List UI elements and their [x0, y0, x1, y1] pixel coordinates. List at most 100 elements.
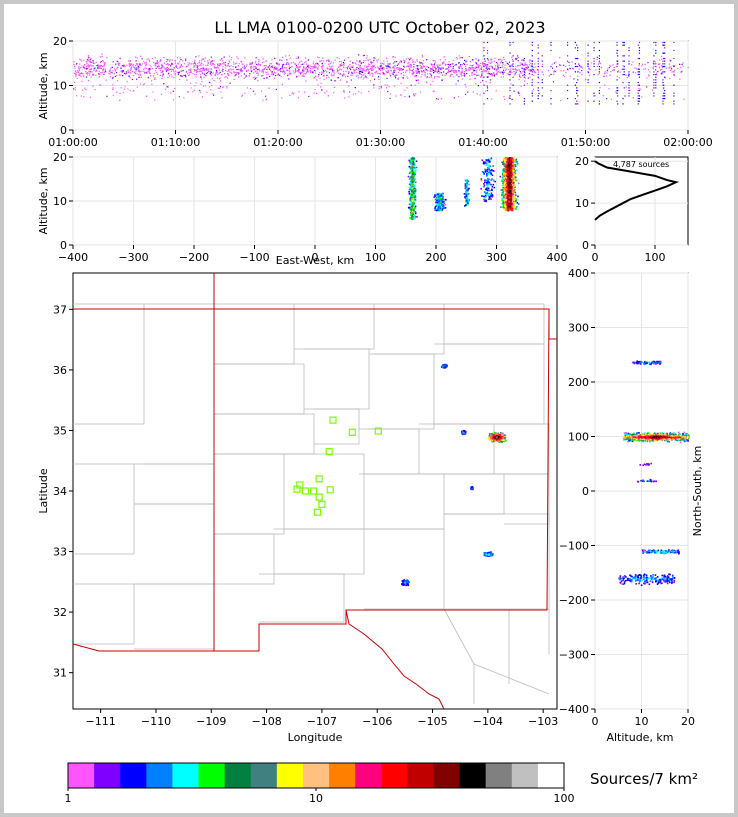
- time-height-point: [166, 66, 168, 69]
- time-height-point: [421, 67, 423, 69]
- time-height-point: [460, 75, 463, 77]
- time-height-point: [128, 65, 131, 67]
- time-height-point: [343, 67, 345, 69]
- time-height-point: [136, 63, 138, 66]
- time-height-point: [384, 84, 386, 86]
- east-west-point: [507, 190, 510, 193]
- time-height-point: [349, 60, 351, 62]
- east-west-point: [442, 205, 445, 208]
- time-height-point: [305, 72, 308, 74]
- time-height-point: [305, 68, 307, 70]
- time-height-point: [362, 55, 364, 57]
- time-height-point: [388, 66, 390, 68]
- time-height-point: [213, 66, 215, 68]
- time-height-point: [559, 64, 561, 66]
- time-height-point: [343, 59, 346, 61]
- east-west-point: [440, 209, 443, 211]
- time-height-point: [322, 72, 325, 74]
- time-height-point: [598, 60, 601, 62]
- time-height-point: [256, 70, 258, 72]
- east-west-point: [465, 189, 468, 192]
- time-height-point: [99, 56, 102, 58]
- time-height-point: [142, 60, 145, 63]
- time-height-point: [488, 71, 490, 73]
- east-west-point: [488, 178, 490, 181]
- time-height-point: [97, 67, 99, 69]
- time-height-point: [531, 100, 533, 102]
- time-height-point: [148, 68, 150, 70]
- east-west-point: [414, 205, 417, 208]
- time-height-point: [264, 68, 266, 70]
- east-west-point: [508, 196, 511, 199]
- time-height-point: [357, 64, 360, 66]
- time-height-point: [130, 68, 132, 70]
- time-height-point: [587, 64, 589, 66]
- east-west-point: [434, 205, 437, 208]
- east-west-point: [507, 208, 510, 210]
- time-height-point: [306, 69, 309, 71]
- time-height-point: [661, 65, 663, 67]
- time-height-point: [475, 66, 477, 68]
- time-height-point: [347, 65, 350, 67]
- time-height-point: [638, 57, 641, 60]
- time-height-point: [203, 76, 205, 79]
- time-height-point: [387, 71, 389, 74]
- time-height-point: [144, 65, 147, 67]
- time-height-point: [378, 78, 380, 80]
- time-height-point: [587, 65, 589, 68]
- time-height-point: [530, 69, 533, 72]
- time-height-point: [364, 65, 366, 67]
- time-height-point: [159, 60, 161, 63]
- time-height-point: [111, 66, 113, 68]
- east-west-point: [465, 200, 468, 203]
- time-height-point: [102, 65, 105, 67]
- time-height-point: [145, 62, 147, 64]
- time-height-point: [305, 61, 307, 63]
- time-height-point: [152, 91, 154, 93]
- east-west-point: [413, 167, 415, 170]
- time-height-point: [257, 80, 259, 82]
- time-height-point: [574, 97, 577, 100]
- east-west-point: [502, 191, 505, 193]
- time-height-point: [264, 95, 267, 97]
- time-height-point: [178, 67, 180, 69]
- time-height-point: [526, 67, 529, 70]
- time-height-point: [246, 63, 248, 65]
- time-height-point: [198, 64, 200, 67]
- time-height-point: [287, 63, 289, 65]
- east-west-point: [414, 215, 416, 218]
- east-west-point: [483, 198, 485, 201]
- east-west-point: [483, 185, 485, 188]
- time-height-point: [385, 70, 387, 72]
- east-west-point: [510, 165, 513, 167]
- time-height-point: [418, 70, 420, 73]
- time-height-point: [279, 74, 281, 77]
- time-height-point: [484, 70, 486, 72]
- county-boundary: [73, 583, 135, 645]
- time-height-point: [135, 66, 138, 69]
- east-west-point: [505, 209, 508, 212]
- time-height-point: [383, 68, 385, 70]
- east-west-point: [411, 209, 414, 211]
- time-height-point: [163, 62, 166, 64]
- time-height-point: [463, 73, 466, 75]
- time-height-point: [396, 74, 398, 76]
- time-height-point: [442, 67, 444, 69]
- time-height-point: [664, 52, 666, 54]
- time-height-point: [616, 63, 618, 65]
- time-height-point: [469, 60, 472, 63]
- time-height-point: [108, 72, 110, 75]
- east-west-point: [510, 176, 512, 179]
- time-height-point: [350, 79, 352, 81]
- east-west-point: [409, 196, 412, 199]
- time-height-point: [473, 73, 475, 75]
- time-height-point: [240, 75, 242, 77]
- east-west-point: [511, 164, 514, 167]
- time-height-point: [484, 64, 486, 66]
- time-height-point: [386, 77, 388, 80]
- time-height-point: [453, 63, 455, 65]
- east-west-point: [512, 178, 515, 181]
- east-west-point: [513, 170, 515, 172]
- time-height-point: [262, 99, 264, 101]
- time-height-point: [574, 65, 577, 68]
